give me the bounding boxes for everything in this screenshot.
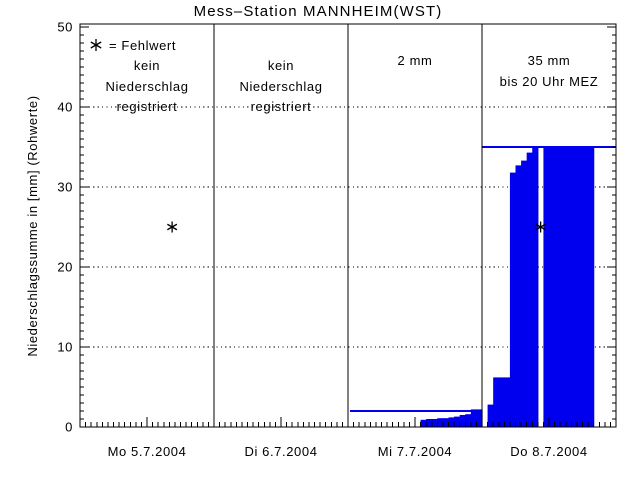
x-axis-day-label: Di 6.7.2004 bbox=[244, 444, 317, 459]
panel-annotation: Niederschlag bbox=[239, 79, 322, 94]
panel-annotation: bis 20 Uhr MEZ bbox=[500, 74, 599, 89]
daily-total-lines bbox=[350, 146, 616, 412]
cumulative-precip-bar bbox=[454, 416, 461, 427]
precip-bars bbox=[420, 147, 595, 427]
y-tick-label: 50 bbox=[57, 20, 73, 35]
asterisk-stroke bbox=[90, 41, 102, 49]
y-axis-label: Niederschlagssumme in [mm] (Rohwerte) bbox=[25, 95, 40, 356]
cumulative-precip-bar bbox=[515, 165, 522, 427]
cumulative-precip-bar bbox=[543, 147, 550, 427]
cumulative-precip-bar bbox=[565, 147, 572, 427]
cumulative-precip-bar bbox=[526, 152, 533, 427]
plot-frame bbox=[79, 23, 617, 428]
cumulative-precip-bar bbox=[582, 147, 589, 427]
missing-value-asterisk-icon bbox=[535, 221, 546, 233]
cumulative-precip-bar bbox=[554, 147, 561, 427]
cumulative-precip-bar bbox=[493, 377, 500, 427]
cumulative-precip-bar bbox=[442, 418, 450, 427]
missing-value-asterisk-icon bbox=[90, 39, 102, 51]
cumulative-precip-bar bbox=[448, 417, 455, 427]
cumulative-precip-bar bbox=[588, 147, 595, 427]
cumulative-precip-bar bbox=[549, 147, 556, 427]
x-axis-day-label: Mi 7.7.2004 bbox=[378, 444, 453, 459]
axis-ticks bbox=[80, 26, 616, 428]
cumulative-precip-bar bbox=[487, 404, 494, 427]
cumulative-precip-bar bbox=[532, 147, 539, 427]
axis-text: Mo 5.7.2004 kein Niederschlag registriert = … bbox=[57, 20, 599, 460]
panel-annotation: Niederschlag bbox=[105, 79, 188, 94]
y-tick-label: 40 bbox=[57, 100, 73, 115]
panel-annotation: 2 mm bbox=[398, 53, 433, 68]
cumulative-precip-bar bbox=[560, 147, 567, 427]
chart-title: Mess–Station MANNHEIM(WST) bbox=[194, 3, 443, 20]
cumulative-precip-bar bbox=[504, 377, 511, 427]
cumulative-precip-bar bbox=[521, 160, 528, 427]
y-tick-label: 0 bbox=[65, 420, 73, 435]
x-axis-day-label: Do 8.7.2004 bbox=[510, 444, 587, 459]
plot-border bbox=[79, 23, 617, 428]
cumulative-precip-bar bbox=[498, 377, 505, 427]
asterisk-stroke bbox=[167, 223, 178, 231]
cumulative-precip-bar bbox=[576, 147, 584, 427]
y-tick-label: 30 bbox=[57, 180, 73, 195]
asterisk-stroke bbox=[535, 223, 546, 231]
x-axis-day-label: Mo 5.7.2004 bbox=[108, 444, 187, 459]
cumulative-precip-bar bbox=[476, 409, 483, 427]
cumulative-precip-bar bbox=[470, 409, 478, 427]
cumulative-precip-bar bbox=[431, 419, 438, 427]
panel-annotation: registriert bbox=[117, 99, 178, 114]
panel-annotation: kein bbox=[134, 58, 160, 73]
cumulative-precip-bar bbox=[426, 419, 433, 427]
cumulative-precip-bar bbox=[459, 415, 466, 427]
cumulative-precip-bar bbox=[420, 419, 427, 427]
y-tick-label: 10 bbox=[57, 340, 73, 355]
cumulative-precip-bar bbox=[437, 418, 444, 427]
panel-annotation: registriert bbox=[251, 99, 312, 114]
cumulative-precip-bar bbox=[571, 147, 578, 427]
y-tick-label: 20 bbox=[57, 260, 73, 275]
cumulative-precip-bar bbox=[465, 414, 472, 427]
panel-annotation: kein bbox=[268, 58, 294, 73]
fehlwert-legend-label: = Fehlwert bbox=[109, 38, 176, 53]
cumulative-precip-bar bbox=[509, 172, 517, 427]
panel-annotation: 35 mm bbox=[528, 53, 571, 68]
missing-value-asterisk-icon bbox=[167, 221, 178, 233]
missing-value-markers bbox=[90, 39, 546, 233]
